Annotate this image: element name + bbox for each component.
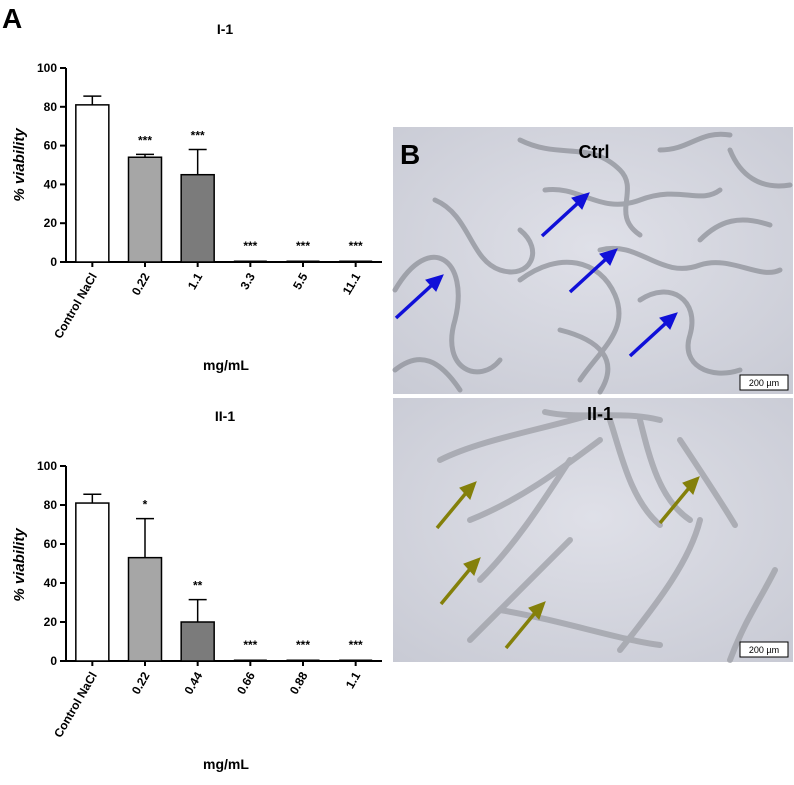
bar (127, 556, 163, 662)
x-tick-label: 0.22 (129, 270, 153, 298)
bar (180, 173, 215, 263)
bar (233, 260, 267, 262)
y-tick-label: 0 (50, 654, 57, 668)
y-tick-label: 100 (37, 459, 57, 473)
significance-label: * (143, 498, 148, 512)
x-tick-label: 0.66 (234, 669, 258, 697)
nematode-worms (392, 131, 793, 395)
significance-label: *** (296, 638, 310, 652)
x-tick-label: 0.44 (181, 669, 205, 697)
significance-label: *** (243, 638, 257, 652)
y-tick-label: 60 (44, 139, 58, 153)
x-tick-label: Control NaCl (51, 670, 100, 741)
chart-title: II-1 (215, 408, 235, 424)
micrograph-ctrl: Ctrl 200 µm (392, 127, 793, 395)
bar (75, 502, 110, 662)
bar (180, 621, 215, 662)
y-axis-label: % viability (11, 528, 28, 602)
bar (75, 104, 110, 263)
chart-ii-1: II-1 % viability mg/mL 0 20 40 60 80 100 Contr… (11, 408, 382, 772)
significance-label: *** (349, 239, 363, 253)
bar (286, 260, 320, 262)
bar (339, 260, 373, 262)
x-tick-label: Control NaCl (51, 271, 100, 342)
scale-bar: 200 µm (739, 374, 789, 391)
chart-title: I-1 (217, 21, 234, 37)
micrograph-background (393, 398, 793, 662)
x-tick-label: 11.1 (340, 270, 364, 297)
y-tick-label: 80 (44, 498, 58, 512)
significance-label: *** (191, 128, 205, 142)
micrograph-label: II-1 (587, 404, 613, 424)
x-axis-title: mg/mL (203, 357, 249, 373)
panel-letter-b: B (400, 139, 420, 170)
y-tick-label: 100 (37, 61, 57, 75)
bar (286, 659, 320, 661)
y-tick-label: 80 (44, 100, 58, 114)
significance-label: *** (349, 638, 363, 652)
plot-area: 0 20 40 60 80 100 Control NaCl 0.22 * 0.44 ** 0.66 *… (37, 459, 382, 740)
x-tick-label: 1.1 (343, 669, 364, 691)
nematode-worms (437, 409, 778, 663)
bar (233, 659, 267, 661)
micrograph-background (393, 127, 793, 394)
scale-bar-label: 200 µm (749, 378, 779, 388)
x-tick-label: 5.5 (290, 270, 311, 292)
y-tick-label: 0 (50, 255, 57, 269)
significance-label: ** (193, 579, 203, 593)
y-tick-label: 20 (44, 615, 58, 629)
x-tick-label: 0.22 (129, 669, 153, 697)
plot-area: 0 20 40 60 80 100 Control NaCl 0.22 *** 1.1 *** 3.3… (37, 61, 382, 341)
y-tick-label: 40 (44, 576, 58, 590)
blue-arrow-icon (394, 192, 678, 358)
y-tick-label: 60 (44, 537, 58, 551)
micrograph-ii-1: II-1 200 µm (393, 398, 793, 663)
x-tick-label: 3.3 (237, 270, 258, 292)
scale-bar: 200 µm (739, 641, 789, 658)
y-axis-label: % viability (11, 128, 28, 202)
bar (127, 156, 163, 263)
micrograph-label: Ctrl (579, 142, 610, 162)
scale-bar-label: 200 µm (749, 645, 779, 655)
chart-i-1: I-1 % viability mg/mL 0 20 40 60 80 100 Contro… (11, 21, 382, 373)
olive-arrow-icon (435, 476, 700, 650)
significance-label: *** (296, 239, 310, 253)
bar (339, 659, 373, 661)
significance-label: *** (243, 239, 257, 253)
significance-label: *** (138, 133, 152, 147)
x-axis-title: mg/mL (203, 756, 249, 772)
x-tick-label: 1.1 (185, 270, 206, 292)
y-tick-label: 40 (44, 177, 58, 191)
panel-letter-a: A (2, 3, 22, 34)
x-tick-label: 0.88 (287, 669, 311, 697)
y-tick-label: 20 (44, 216, 58, 230)
